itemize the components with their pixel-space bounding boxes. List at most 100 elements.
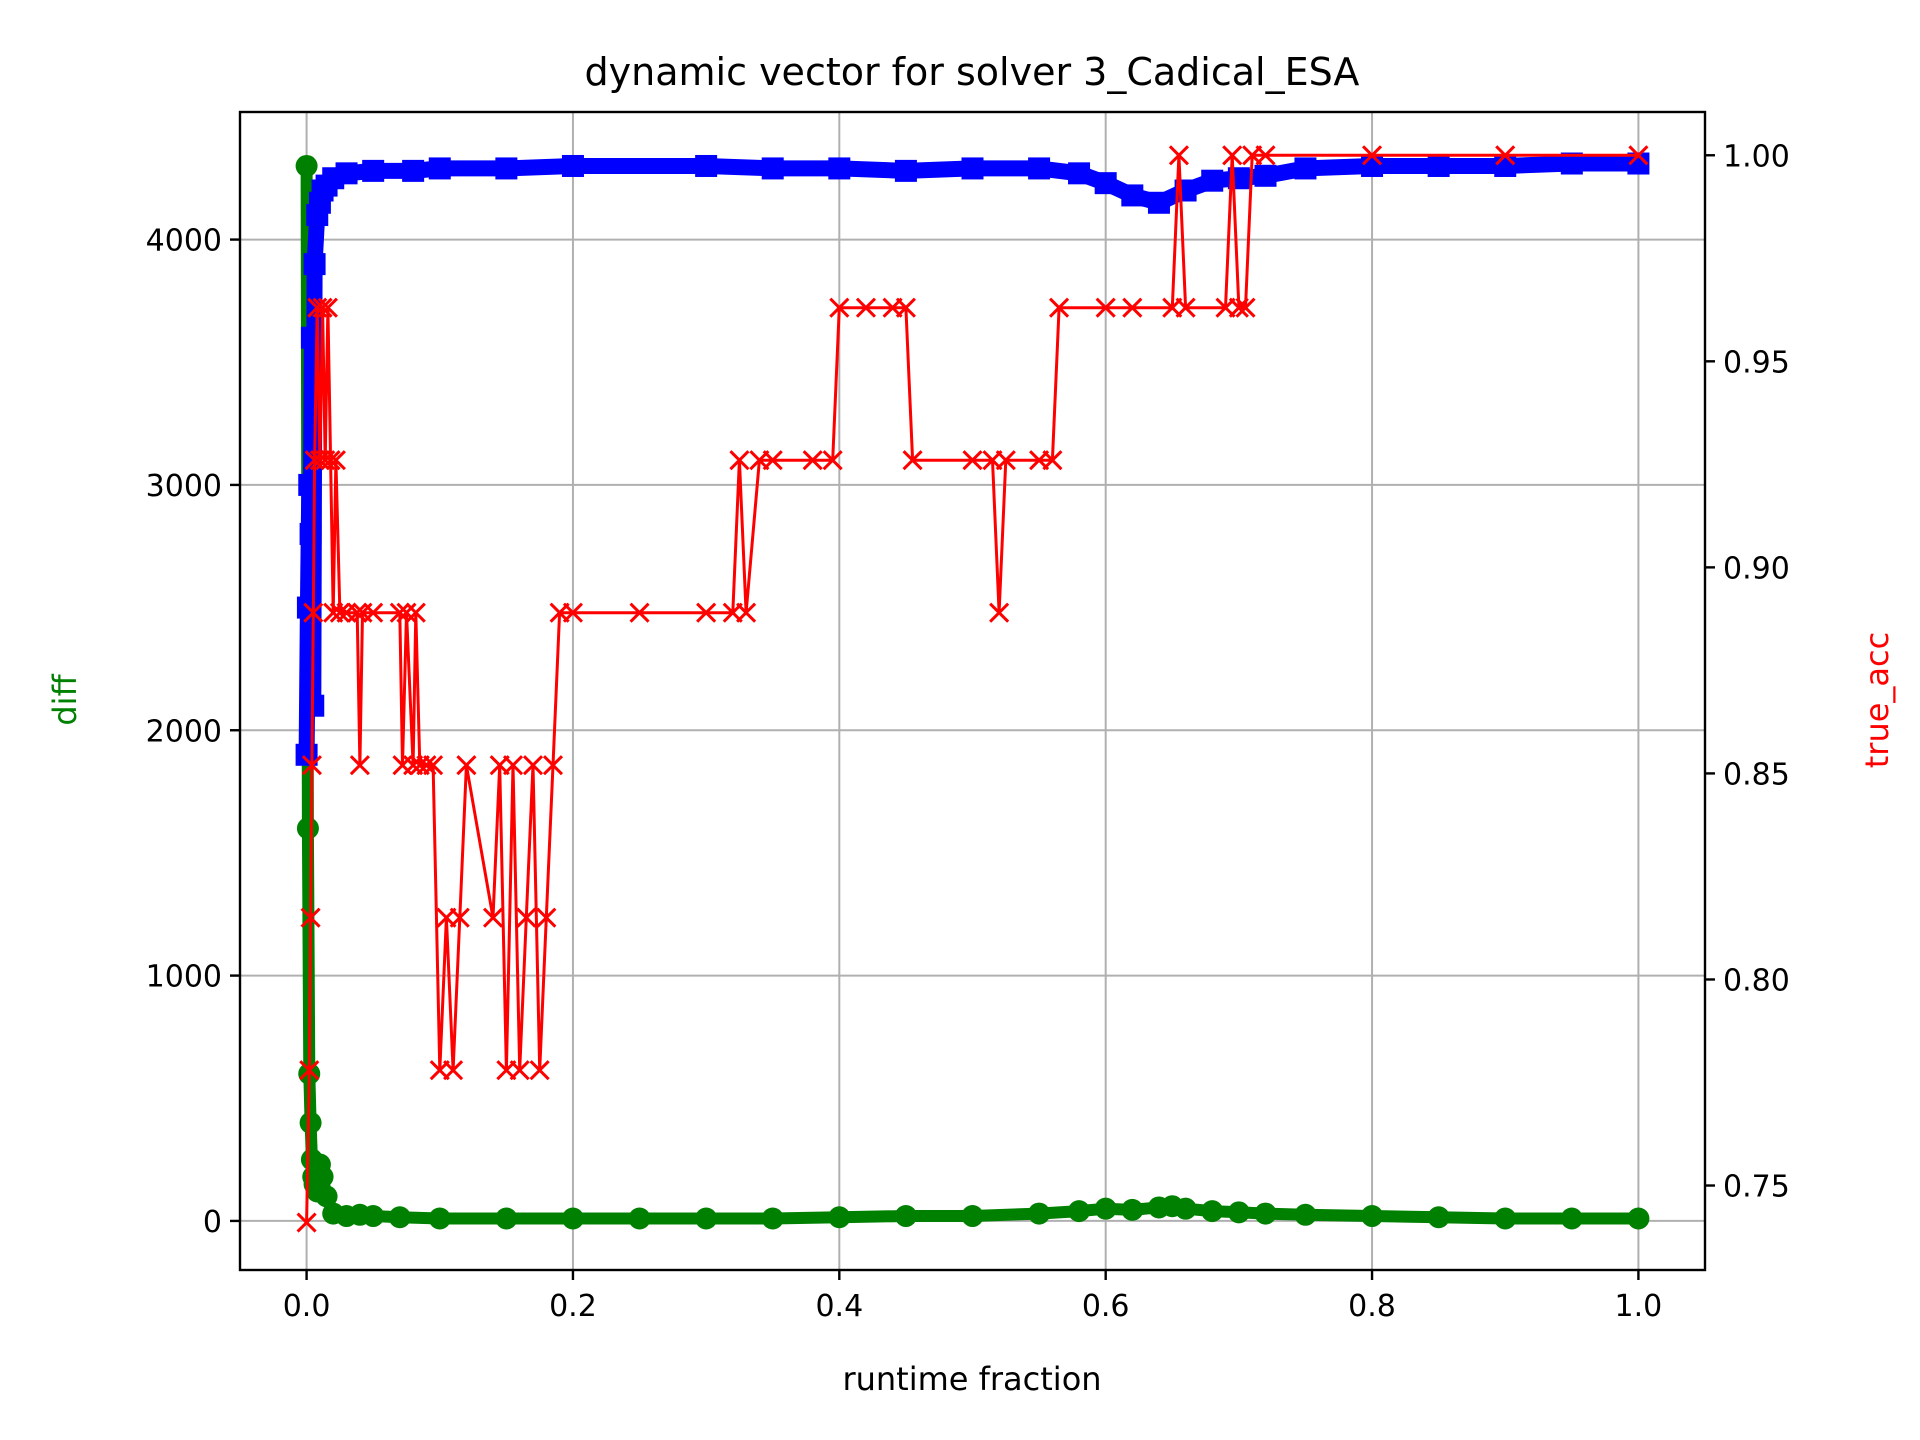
blue-point <box>300 326 323 349</box>
true-acc-point <box>855 297 877 318</box>
true-acc-point <box>1255 145 1276 166</box>
true-acc-point <box>482 907 504 928</box>
true-acc-point <box>902 450 923 471</box>
blue-point <box>298 473 321 496</box>
true-acc-point <box>389 602 410 623</box>
y-right-tick-label: 0.80 <box>1723 963 1790 998</box>
true-acc-point <box>1095 297 1116 318</box>
series-diff <box>295 154 1650 1230</box>
diff-point <box>295 154 318 177</box>
true-acc-point <box>1628 145 1649 166</box>
blue-point <box>1094 172 1117 195</box>
true-acc-point <box>456 755 477 776</box>
y-right-tick-label: 0.85 <box>1723 757 1790 792</box>
blue-point <box>561 154 584 177</box>
true-acc-point <box>895 297 916 318</box>
true-acc-point <box>529 1060 550 1081</box>
true-acc-point <box>502 755 524 776</box>
series-true-acc-line <box>305 153 1639 1223</box>
blue-point <box>1254 164 1277 187</box>
x-axis: 0.0 0.2 0.4 0.6 0.8 1.0 <box>283 1270 1663 1324</box>
diff-point <box>628 1207 651 1230</box>
blue-point <box>402 159 425 182</box>
true-acc-point <box>562 602 584 623</box>
true-acc-point <box>312 297 333 318</box>
y-axis-left-label: diff <box>46 673 84 725</box>
x-tick-label: 1.0 <box>1615 1289 1663 1324</box>
diff-point <box>1427 1206 1450 1229</box>
diff-point <box>311 1165 334 1188</box>
diff-point <box>299 1111 322 1134</box>
true-acc-point <box>829 297 850 318</box>
diff-point <box>1094 1197 1117 1220</box>
true-acc-point <box>349 755 370 776</box>
diff-point <box>315 1185 338 1208</box>
true-acc-point <box>301 755 322 776</box>
y-left-tick-label: 4000 <box>146 224 222 259</box>
x-tick-label: 0.4 <box>815 1289 863 1324</box>
true-acc-point <box>443 1060 464 1081</box>
true-acc-point <box>736 602 757 623</box>
y-axis-right-label: true_acc <box>1858 632 1896 768</box>
true-acc-point <box>347 602 368 623</box>
grid <box>240 112 1705 1270</box>
true-acc-point <box>1222 145 1243 166</box>
true-acc-point <box>762 450 783 471</box>
blue-point <box>299 522 322 545</box>
true-acc-point <box>325 450 346 471</box>
blue-point <box>1068 162 1091 185</box>
true-acc-point <box>416 755 437 776</box>
diff-point <box>1068 1200 1091 1223</box>
diff-point <box>1361 1205 1384 1228</box>
blue-point <box>362 159 385 182</box>
diff-point <box>388 1206 411 1229</box>
y-axis-left: 0 1000 2000 3000 4000 <box>146 224 240 1240</box>
y-left-tick-label: 2000 <box>146 714 222 749</box>
blue-point <box>695 154 718 177</box>
diff-point <box>495 1207 518 1230</box>
true-acc-point <box>802 450 823 471</box>
true-acc-point <box>989 602 1010 623</box>
true-acc-point <box>1168 145 1189 166</box>
true-acc-point <box>522 755 544 776</box>
true-acc-point <box>629 602 650 623</box>
diff-point <box>296 817 319 840</box>
x-axis-label: runtime fraction <box>842 1360 1101 1398</box>
true-acc-point <box>296 1212 317 1233</box>
true-acc-point <box>1495 145 1516 166</box>
true-acc-point <box>300 907 321 928</box>
true-acc-point <box>317 297 338 318</box>
true-acc-point <box>303 602 324 623</box>
true-acc-point <box>1175 297 1196 318</box>
series-true-acc <box>296 145 1649 1233</box>
blue-point <box>1494 154 1517 177</box>
diff-point <box>1121 1198 1144 1221</box>
diff-point <box>1227 1201 1250 1224</box>
blue-point <box>828 157 851 180</box>
true-acc-point <box>516 907 537 928</box>
blue-point <box>1627 152 1650 175</box>
diff-point <box>362 1205 385 1228</box>
true-acc-point <box>995 450 1016 471</box>
diff-point <box>1627 1207 1650 1230</box>
blue-point <box>1361 154 1384 177</box>
true-acc-point <box>1122 297 1143 318</box>
diff-point <box>561 1207 584 1230</box>
diff-point <box>1028 1202 1051 1225</box>
y-right-tick-label: 0.75 <box>1723 1170 1790 1205</box>
diff-point <box>1560 1207 1583 1230</box>
blue-point <box>1427 154 1450 177</box>
diff-point <box>1174 1197 1197 1220</box>
true-acc-point <box>1042 450 1063 471</box>
diff-point <box>428 1207 451 1230</box>
y-left-tick-label: 0 <box>203 1205 222 1240</box>
y-left-tick-label: 3000 <box>146 469 222 504</box>
blue-point <box>1028 157 1051 180</box>
true-acc-point <box>320 450 341 471</box>
blue-point <box>761 157 784 180</box>
plot-series <box>295 145 1650 1233</box>
diff-point <box>1294 1203 1317 1226</box>
blue-point <box>961 157 984 180</box>
true-acc-point <box>962 450 983 471</box>
